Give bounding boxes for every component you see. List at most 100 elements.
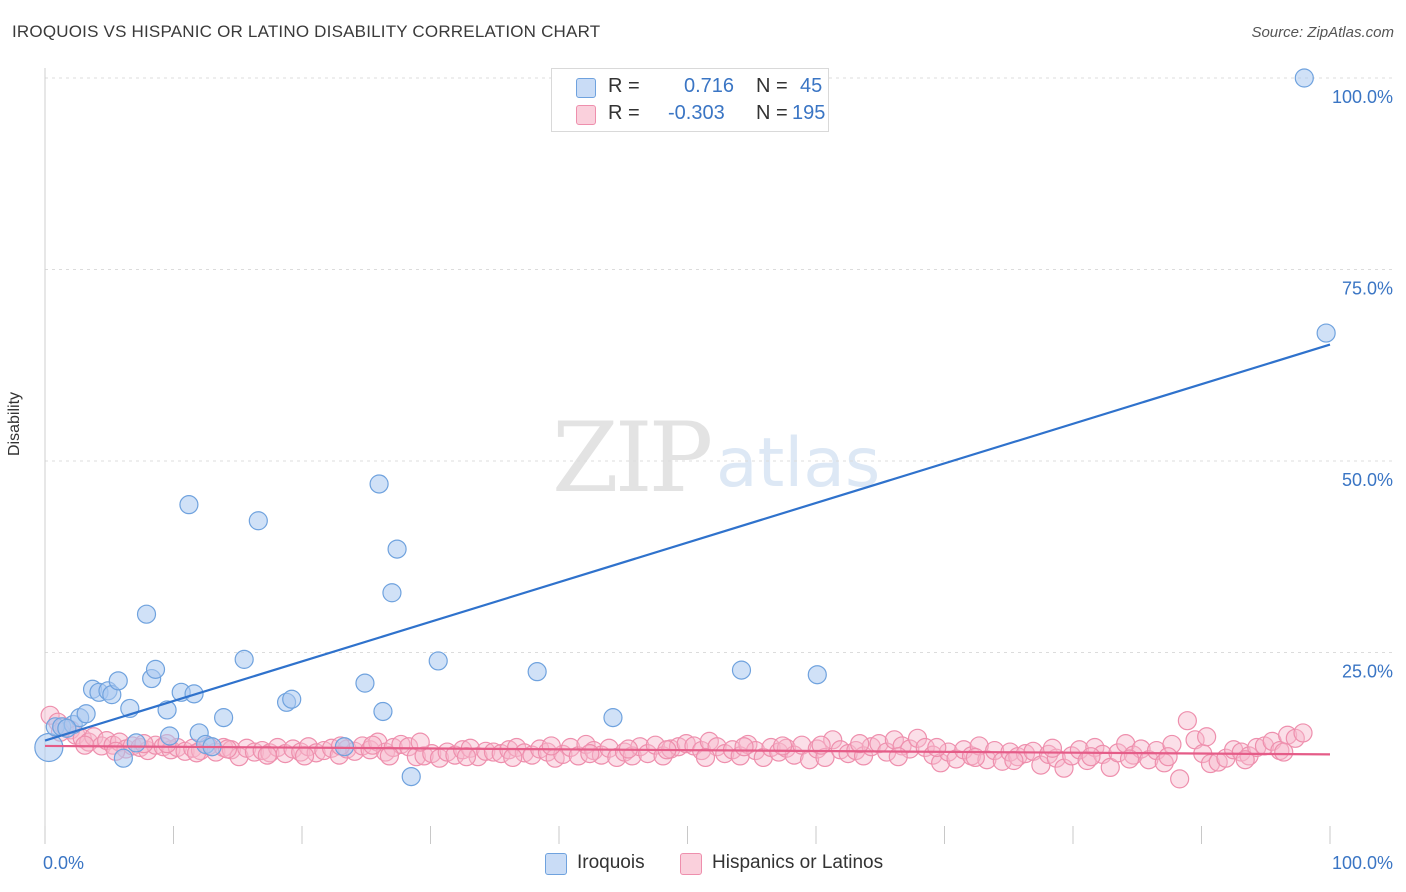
iroquois-point	[369, 474, 389, 494]
hispanic-point	[476, 741, 496, 761]
iroquois-point	[382, 583, 402, 603]
hispanic-point	[772, 736, 793, 756]
legend-label-iroquois: Iroquois	[577, 852, 645, 873]
hispanic-point	[1158, 747, 1178, 767]
hispanic-point	[483, 742, 504, 762]
hispanic-point	[823, 730, 843, 750]
hispanic-point	[630, 737, 650, 757]
iroquois-point	[1294, 68, 1314, 88]
tick-labels: 25.0% 50.0% 75.0% 100.0% 0.0% 100.0%	[43, 87, 1393, 873]
hispanic-point	[568, 746, 588, 766]
hispanic-point	[283, 739, 303, 759]
hispanic-point	[1015, 744, 1036, 764]
hispanic-point	[456, 747, 477, 767]
hispanic-point	[931, 753, 951, 773]
legend-swatch-hispanic	[680, 853, 702, 875]
hispanic-point	[363, 735, 383, 755]
iroquois-point	[136, 604, 157, 624]
hispanic-point	[695, 747, 716, 768]
iroquois-point	[401, 766, 421, 787]
hispanic-point	[1274, 742, 1294, 762]
hispanic-point	[1177, 711, 1197, 731]
y-axis-label: Disability	[6, 391, 23, 456]
correlation-legend: R = 0.716 N = 45 R = -0.303 N = 195	[551, 68, 829, 132]
source-label: Source: ZipAtlas.com	[1251, 24, 1394, 41]
y-tick-label: 25.0%	[1342, 662, 1393, 682]
iroquois-point	[527, 662, 547, 682]
legend-r-label: R =	[608, 102, 640, 124]
iroquois-point	[334, 737, 355, 757]
hispanic-point	[1004, 750, 1024, 771]
watermark-zip: ZIP	[552, 402, 713, 514]
hispanic-trend-line	[44, 744, 1331, 756]
hispanic-point	[954, 740, 974, 760]
hispanic-point	[1170, 769, 1190, 789]
legend-n-label: N =	[756, 102, 788, 124]
legend-n-label: N =	[756, 75, 788, 97]
iroquois-point	[234, 649, 254, 669]
y-tick-label: 75.0%	[1342, 279, 1393, 299]
hispanic-point	[1054, 758, 1074, 778]
y-tick-label: 100.0%	[1332, 87, 1393, 107]
hispanic-point	[734, 737, 754, 757]
hispanic-point	[1293, 723, 1313, 743]
hispanic-point	[522, 745, 542, 765]
hispanic-point	[503, 747, 523, 768]
hispanic-point	[580, 744, 600, 764]
trend-lines	[44, 343, 1331, 756]
hispanic-point	[541, 736, 561, 756]
iroquois-point	[179, 495, 199, 515]
iroquois-point	[145, 659, 166, 679]
legend-r-label: R =	[608, 75, 640, 97]
hispanic-point	[1069, 740, 1090, 760]
iroquois-point	[113, 748, 133, 768]
iroquois-point	[355, 673, 375, 693]
x-tick-label-min: 0.0%	[43, 853, 84, 873]
chart-title: IROQUOIS VS HISPANIC OR LATINO DISABILIT…	[12, 22, 601, 41]
iroquois-point	[731, 660, 752, 680]
hispanic-point	[379, 746, 399, 766]
y-tick-label: 50.0%	[1342, 470, 1393, 490]
x-tick-label-max: 100.0%	[1332, 853, 1393, 873]
iroquois-point	[428, 651, 448, 671]
watermark-atlas: atlas	[716, 424, 881, 503]
iroquois-point	[373, 701, 393, 722]
hispanic-point	[1062, 746, 1082, 766]
grid-lines	[45, 77, 1392, 653]
iroquois-point	[108, 671, 128, 691]
legend-swatch-hispanic	[576, 105, 596, 125]
iroquois-point	[248, 511, 268, 531]
iroquois-point	[603, 708, 623, 728]
iroquois-point	[387, 539, 407, 559]
hispanic-point	[888, 747, 908, 767]
legend-swatch-iroquois	[545, 853, 567, 875]
hispanic-point	[900, 739, 920, 759]
iroquois-point	[160, 726, 180, 746]
legend-r-value: -0.303	[668, 102, 725, 124]
hispanic-point	[1235, 750, 1255, 770]
hispanic-point	[1081, 747, 1101, 767]
iroquois-point	[34, 732, 64, 763]
iroquois-point	[126, 733, 146, 753]
hispanic-point	[257, 745, 277, 765]
hispanic-point	[294, 746, 315, 766]
hispanic-point	[1119, 749, 1140, 769]
iroquois-point	[807, 665, 827, 685]
hispanic-point	[410, 732, 430, 752]
hispanic-point	[811, 735, 831, 755]
legend-n-value: 195	[792, 102, 826, 124]
hispanic-point	[399, 737, 419, 757]
legend-label-hispanic: Hispanics or Latinos	[712, 852, 884, 873]
hispanic-point	[1042, 738, 1063, 758]
iroquois-points	[34, 68, 1336, 787]
hispanic-point	[1123, 745, 1143, 765]
hispanic-point	[850, 734, 870, 754]
legend-r-value: 0.716	[684, 75, 735, 97]
legend-swatch-iroquois	[576, 78, 596, 98]
hispanic-point	[368, 732, 388, 752]
hispanic-point	[927, 737, 947, 758]
hispanic-point	[753, 747, 773, 768]
iroquois-point	[1316, 323, 1336, 343]
axes	[44, 68, 1331, 844]
